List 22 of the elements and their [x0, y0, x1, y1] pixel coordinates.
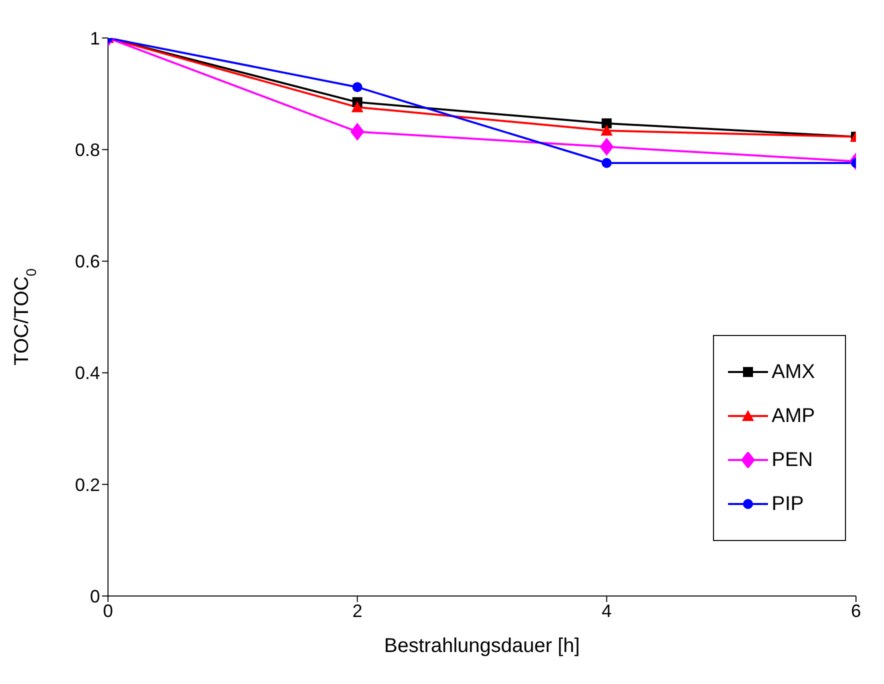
point: [600, 124, 613, 136]
x-axis-title: Bestrahlungsdauer [h]: [384, 635, 580, 657]
x-tick-label: 6: [850, 600, 862, 621]
point: [602, 158, 612, 168]
y-tick-label: 0.6: [74, 252, 100, 272]
y-tick-label: 1: [90, 28, 100, 48]
legend-label: AMX: [772, 360, 815, 384]
y-tick-label: 0.4: [74, 363, 100, 384]
y-tick-label: 0.8: [74, 140, 100, 160]
y-tick-label: 0: [90, 586, 100, 606]
point: [600, 138, 614, 156]
legend-label: PEN: [772, 448, 813, 472]
x-tick-label: 0: [102, 600, 114, 621]
point: [350, 122, 364, 141]
legend-label: PIP: [772, 492, 804, 516]
legend-label: AMP: [772, 404, 815, 428]
point: [351, 101, 364, 112]
x-tick-label: 2: [352, 600, 362, 621]
x-tick-label: 4: [602, 600, 612, 621]
point: [352, 82, 362, 92]
point: [602, 118, 612, 128]
y-tick-label: 0.2: [74, 474, 100, 495]
